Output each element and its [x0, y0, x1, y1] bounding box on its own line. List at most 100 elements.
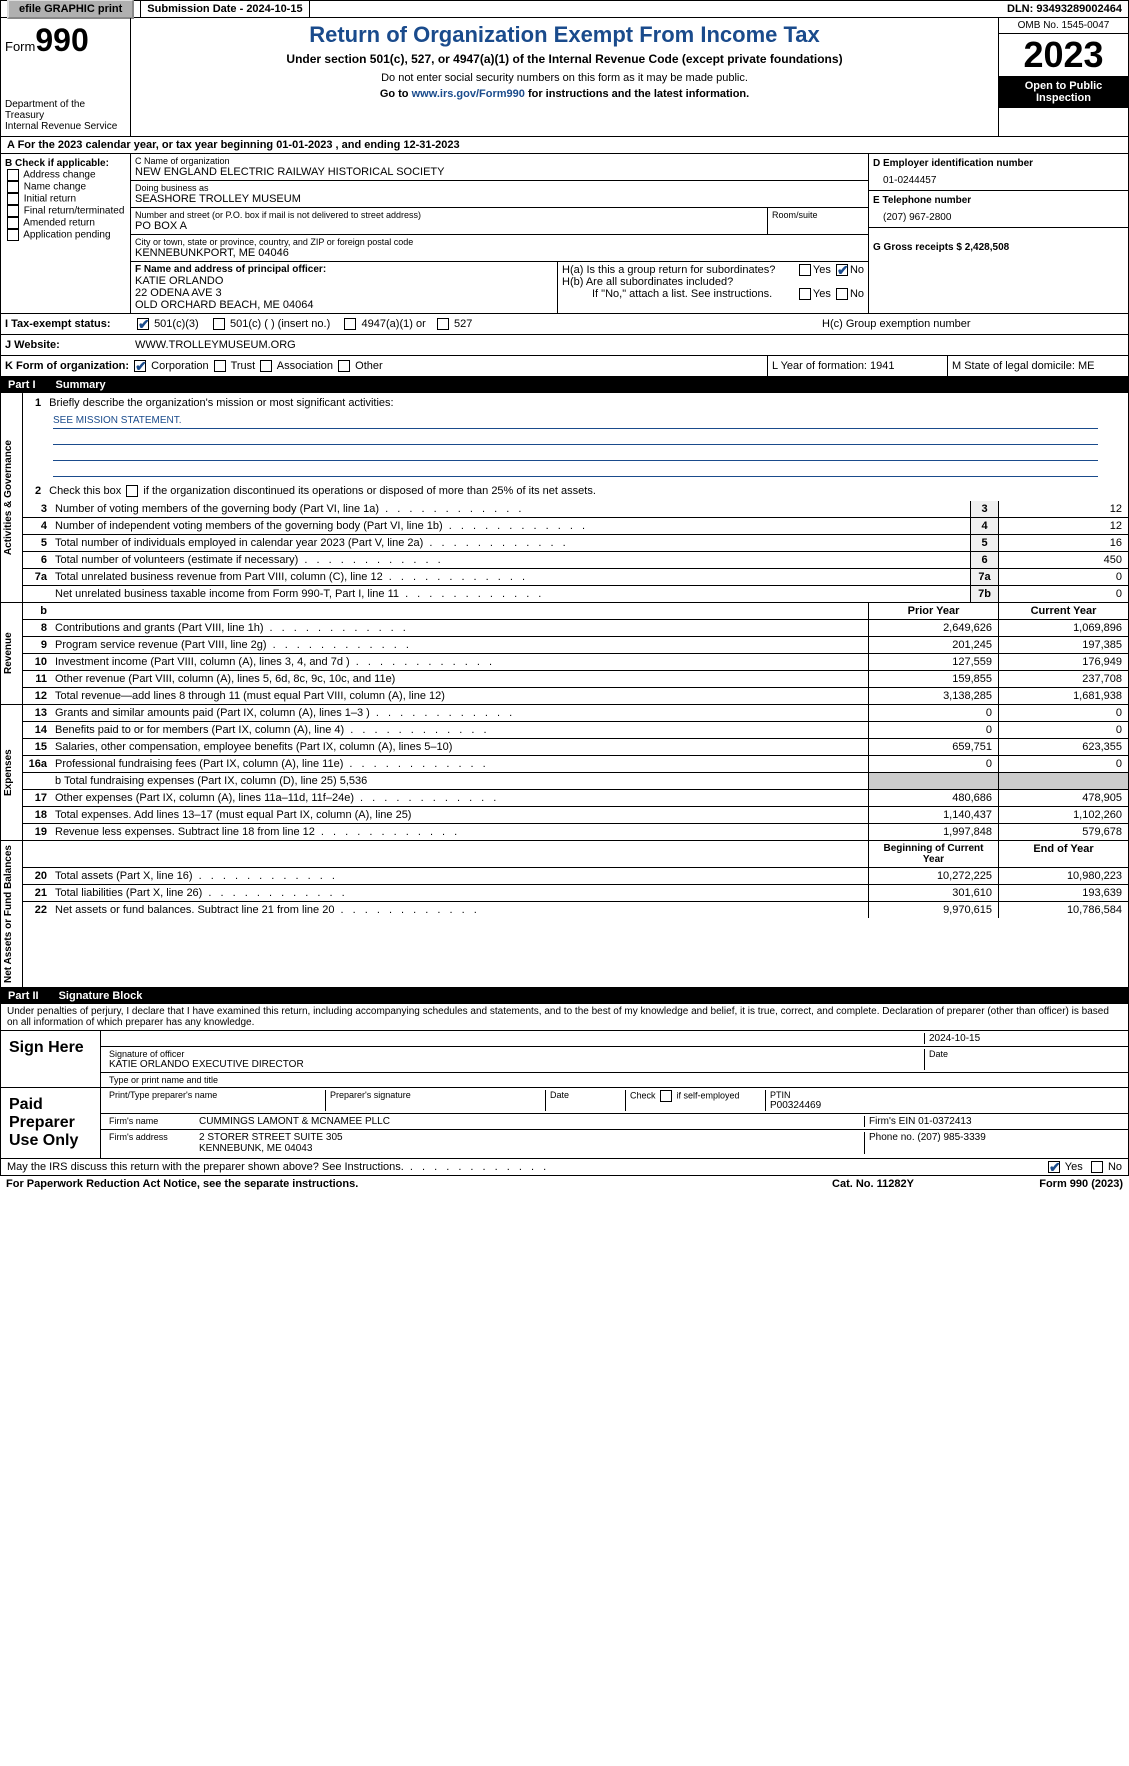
open-public: Open to Public Inspection — [999, 76, 1128, 108]
p8: 2,649,626 — [868, 620, 998, 636]
form-footer: Form 990 (2023) — [973, 1178, 1123, 1190]
check-discuss-no[interactable] — [1091, 1161, 1103, 1173]
p13: 0 — [868, 705, 998, 721]
check-discuss-yes[interactable] — [1048, 1161, 1060, 1173]
boy-header: Beginning of Current Year — [868, 841, 998, 867]
p18: 1,140,437 — [868, 807, 998, 823]
sign-date: 2024-10-15 — [924, 1033, 1124, 1044]
omb-number: OMB No. 1545-0047 — [999, 18, 1128, 34]
p15: 659,751 — [868, 739, 998, 755]
mission-blank — [53, 429, 1098, 445]
c15: 623,355 — [998, 739, 1128, 755]
check-trust[interactable] — [214, 360, 226, 372]
p9: 201,245 — [868, 637, 998, 653]
dept-treasury: Department of the Treasury — [5, 99, 126, 121]
hc-row: H(c) Group exemption number — [818, 314, 1128, 334]
line7a: Total unrelated business revenue from Pa… — [51, 569, 970, 585]
p17: 480,686 — [868, 790, 998, 806]
p14: 0 — [868, 722, 998, 738]
line11: Other revenue (Part VIII, column (A), li… — [51, 671, 868, 687]
firm-ein: Firm's EIN 01-0372413 — [864, 1116, 1124, 1127]
check-name-change[interactable]: Name change — [5, 181, 126, 193]
c8: 1,069,896 — [998, 620, 1128, 636]
line20: Total assets (Part X, line 16) — [51, 868, 868, 884]
ha-row: H(a) Is this a group return for subordin… — [562, 264, 864, 276]
p16a: 0 — [868, 756, 998, 772]
line5: Total number of individuals employed in … — [51, 535, 970, 551]
check-assoc[interactable] — [260, 360, 272, 372]
b20: 10,272,225 — [868, 868, 998, 884]
footer: For Paperwork Reduction Act Notice, see … — [0, 1176, 1129, 1192]
b22: 9,970,615 — [868, 902, 998, 918]
c12: 1,681,938 — [998, 688, 1128, 704]
pt-sig-label: Preparer's signature — [325, 1090, 545, 1111]
irs-link[interactable]: www.irs.gov/Form990 — [412, 88, 525, 100]
val7b: 0 — [998, 586, 1128, 602]
line8: Contributions and grants (Part VIII, lin… — [51, 620, 868, 636]
check-527[interactable] — [437, 318, 449, 330]
penalties-text: Under penalties of perjury, I declare th… — [0, 1004, 1129, 1031]
c9: 197,385 — [998, 637, 1128, 653]
efile-button[interactable]: efile GRAPHIC print — [7, 0, 134, 19]
officer-name: KATIE ORLANDO — [135, 275, 553, 287]
check-app-pending[interactable]: Application pending — [5, 229, 126, 241]
line6: Total number of volunteers (estimate if … — [51, 552, 970, 568]
firm-addr1: 2 STORER STREET SUITE 305 — [199, 1132, 860, 1143]
part1-header: Part ISummary — [0, 377, 1129, 393]
line16a: Professional fundraising fees (Part IX, … — [51, 756, 868, 772]
firm-addr2: KENNEBUNK, ME 04043 — [199, 1143, 860, 1154]
check-other[interactable] — [338, 360, 350, 372]
check-initial-return[interactable]: Initial return — [5, 193, 126, 205]
phone-label: E Telephone number — [873, 195, 1124, 206]
c13: 0 — [998, 705, 1128, 721]
val6: 450 — [998, 552, 1128, 568]
line17: Other expenses (Part IX, column (A), lin… — [51, 790, 868, 806]
check-address-change[interactable]: Address change — [5, 169, 126, 181]
check-final-return[interactable]: Final return/terminated — [5, 205, 126, 217]
line7b: Net unrelated business taxable income fr… — [51, 586, 970, 602]
year-formation: L Year of formation: 1941 — [768, 356, 948, 376]
sign-here-label: Sign Here — [1, 1031, 101, 1087]
sig-officer-label: Signature of officer — [109, 1049, 920, 1059]
mission-blank — [53, 445, 1098, 461]
tax-exempt-label: I Tax-exempt status: — [1, 314, 131, 334]
c19: 579,678 — [998, 824, 1128, 840]
e20: 10,980,223 — [998, 868, 1128, 884]
discuss-row: May the IRS discuss this return with the… — [0, 1159, 1129, 1176]
org-name-label: C Name of organization — [135, 156, 864, 166]
check-self-employed[interactable] — [660, 1090, 672, 1102]
cat-no: Cat. No. 11282Y — [773, 1178, 973, 1190]
phone: (207) 967-2800 — [873, 206, 1124, 223]
current-header: Current Year — [998, 603, 1128, 619]
val3: 12 — [998, 501, 1128, 517]
pt-name-label: Print/Type preparer's name — [105, 1090, 325, 1111]
line15: Salaries, other compensation, employee b… — [51, 739, 868, 755]
state-domicile: M State of legal domicile: ME — [948, 356, 1128, 376]
pt-self-emp: Check if self-employed — [625, 1090, 765, 1111]
line16b: b Total fundraising expenses (Part IX, c… — [51, 773, 868, 789]
dln: DLN: 93493289002464 — [1001, 1, 1128, 17]
firm-addr-label: Firm's address — [105, 1132, 195, 1154]
city: KENNEBUNKPORT, ME 04046 — [135, 247, 864, 259]
side-expenses: Expenses — [1, 705, 23, 840]
check-4947[interactable] — [344, 318, 356, 330]
check-corp[interactable] — [134, 360, 146, 372]
goto-note: Go to www.irs.gov/Form990 for instructio… — [135, 88, 994, 100]
tax-year: 2023 — [999, 34, 1128, 76]
city-label: City or town, state or province, country… — [135, 237, 864, 247]
firm-phone: Phone no. (207) 985-3339 — [864, 1132, 1124, 1154]
e22: 10,786,584 — [998, 902, 1128, 918]
officer-label: F Name and address of principal officer: — [135, 264, 553, 275]
room-label: Room/suite — [772, 210, 864, 220]
check-501c3[interactable] — [137, 318, 149, 330]
form-org-row: K Form of organization: Corporation Trus… — [1, 356, 768, 376]
check-amended[interactable]: Amended return — [5, 217, 126, 229]
paid-preparer-label: Paid Preparer Use Only — [1, 1088, 101, 1158]
check-discontinued[interactable] — [126, 485, 138, 497]
form-number: Form990 — [5, 22, 126, 59]
hb-row: H(b) Are all subordinates included? Yes … — [562, 276, 864, 288]
check-501c[interactable] — [213, 318, 225, 330]
pt-date-label: Date — [545, 1090, 625, 1111]
dba-label: Doing business as — [135, 183, 864, 193]
ein: 01-0244457 — [873, 169, 1124, 186]
